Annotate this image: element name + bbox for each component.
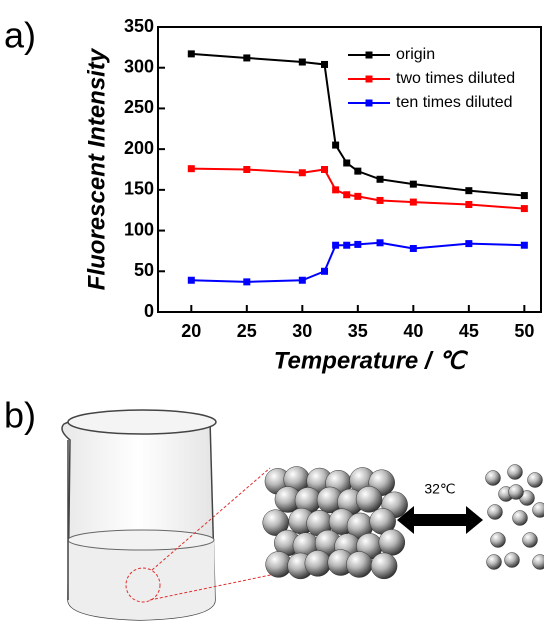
marker — [332, 241, 340, 249]
particle — [507, 464, 523, 480]
particle — [486, 554, 502, 570]
particle — [346, 551, 373, 578]
y-tick-label: 200 — [124, 138, 154, 158]
particle — [304, 550, 332, 577]
marker — [187, 165, 195, 173]
legend-label: ten times diluted — [396, 94, 513, 111]
marker — [298, 58, 306, 66]
liquid-surface — [67, 529, 215, 551]
marker — [343, 191, 351, 199]
x-tick-label: 45 — [459, 321, 479, 341]
marker — [409, 244, 417, 252]
x-tick-label: 50 — [514, 321, 534, 341]
particle — [487, 504, 503, 520]
particle — [522, 532, 538, 548]
panel-label: a) — [4, 15, 36, 56]
zoom-circle — [125, 567, 161, 603]
zoom-line — [151, 467, 271, 571]
x-tick-label: 40 — [403, 321, 423, 341]
marker — [465, 201, 473, 209]
panel-label: b) — [4, 395, 36, 436]
liquid — [68, 540, 215, 620]
marker — [243, 54, 251, 62]
legend-marker — [365, 51, 373, 59]
marker — [321, 267, 329, 275]
plot-frame — [157, 26, 542, 313]
y-tick-label: 300 — [124, 56, 154, 76]
marker — [343, 241, 351, 249]
x-tick-label: 20 — [181, 321, 201, 341]
arrow-label: 32℃ — [424, 481, 455, 497]
marker — [354, 192, 362, 200]
particle — [370, 552, 398, 580]
marker — [409, 198, 417, 206]
y-tick-label: 100 — [124, 219, 154, 239]
marker — [187, 276, 195, 284]
particle — [527, 472, 543, 488]
zoom-line — [149, 571, 286, 601]
beaker-rim — [67, 409, 217, 435]
diagram: 32℃ — [61, 409, 544, 621]
marker — [243, 278, 251, 286]
marker — [298, 276, 306, 284]
marker — [376, 196, 384, 204]
marker — [376, 175, 384, 183]
marker — [332, 141, 340, 149]
series-line — [191, 167, 525, 210]
particle — [532, 502, 544, 518]
chart: 0 50 100 150 200 250 300 350 20 25 30 35 40 45 50 Tempe… — [83, 16, 542, 374]
marker — [520, 192, 528, 200]
y-tick-label: 350 — [124, 16, 154, 36]
particle — [378, 529, 406, 556]
particle — [512, 510, 528, 526]
particle — [490, 532, 506, 548]
marker — [465, 187, 473, 195]
legend-label: origin — [396, 46, 435, 63]
y-tick-label: 150 — [124, 179, 154, 199]
marker — [465, 240, 473, 248]
legend-label: two times diluted — [396, 70, 515, 87]
particle-cluster — [262, 466, 408, 580]
y-axis-title: Fluorescent Intensity — [83, 47, 110, 290]
marker — [354, 167, 362, 175]
legend-marker — [365, 99, 373, 107]
legend-marker — [365, 75, 373, 83]
particle — [504, 552, 520, 568]
marker — [376, 239, 384, 247]
y-tick-label: 50 — [134, 260, 154, 280]
y-tick-label: 0 — [144, 301, 154, 321]
marker — [409, 180, 417, 188]
x-axis-title: Temperature / ℃ — [274, 347, 468, 374]
particle — [485, 470, 501, 486]
marker — [520, 205, 528, 213]
marker — [321, 166, 329, 173]
marker — [354, 240, 362, 248]
marker — [321, 60, 329, 68]
dispersed-particles — [485, 464, 544, 570]
particle — [355, 486, 383, 513]
y-tick-label: 250 — [124, 97, 154, 117]
x-tick-label: 25 — [237, 321, 257, 341]
double-arrow — [397, 506, 483, 534]
marker — [343, 159, 351, 167]
marker — [187, 50, 195, 58]
particle — [508, 484, 524, 500]
x-tick-label: 35 — [348, 321, 368, 341]
marker — [520, 241, 528, 249]
marker — [332, 186, 340, 194]
marker — [243, 166, 251, 173]
series-line — [191, 241, 525, 283]
marker — [298, 169, 306, 177]
x-tick-label: 30 — [292, 321, 312, 341]
particle — [532, 554, 544, 570]
